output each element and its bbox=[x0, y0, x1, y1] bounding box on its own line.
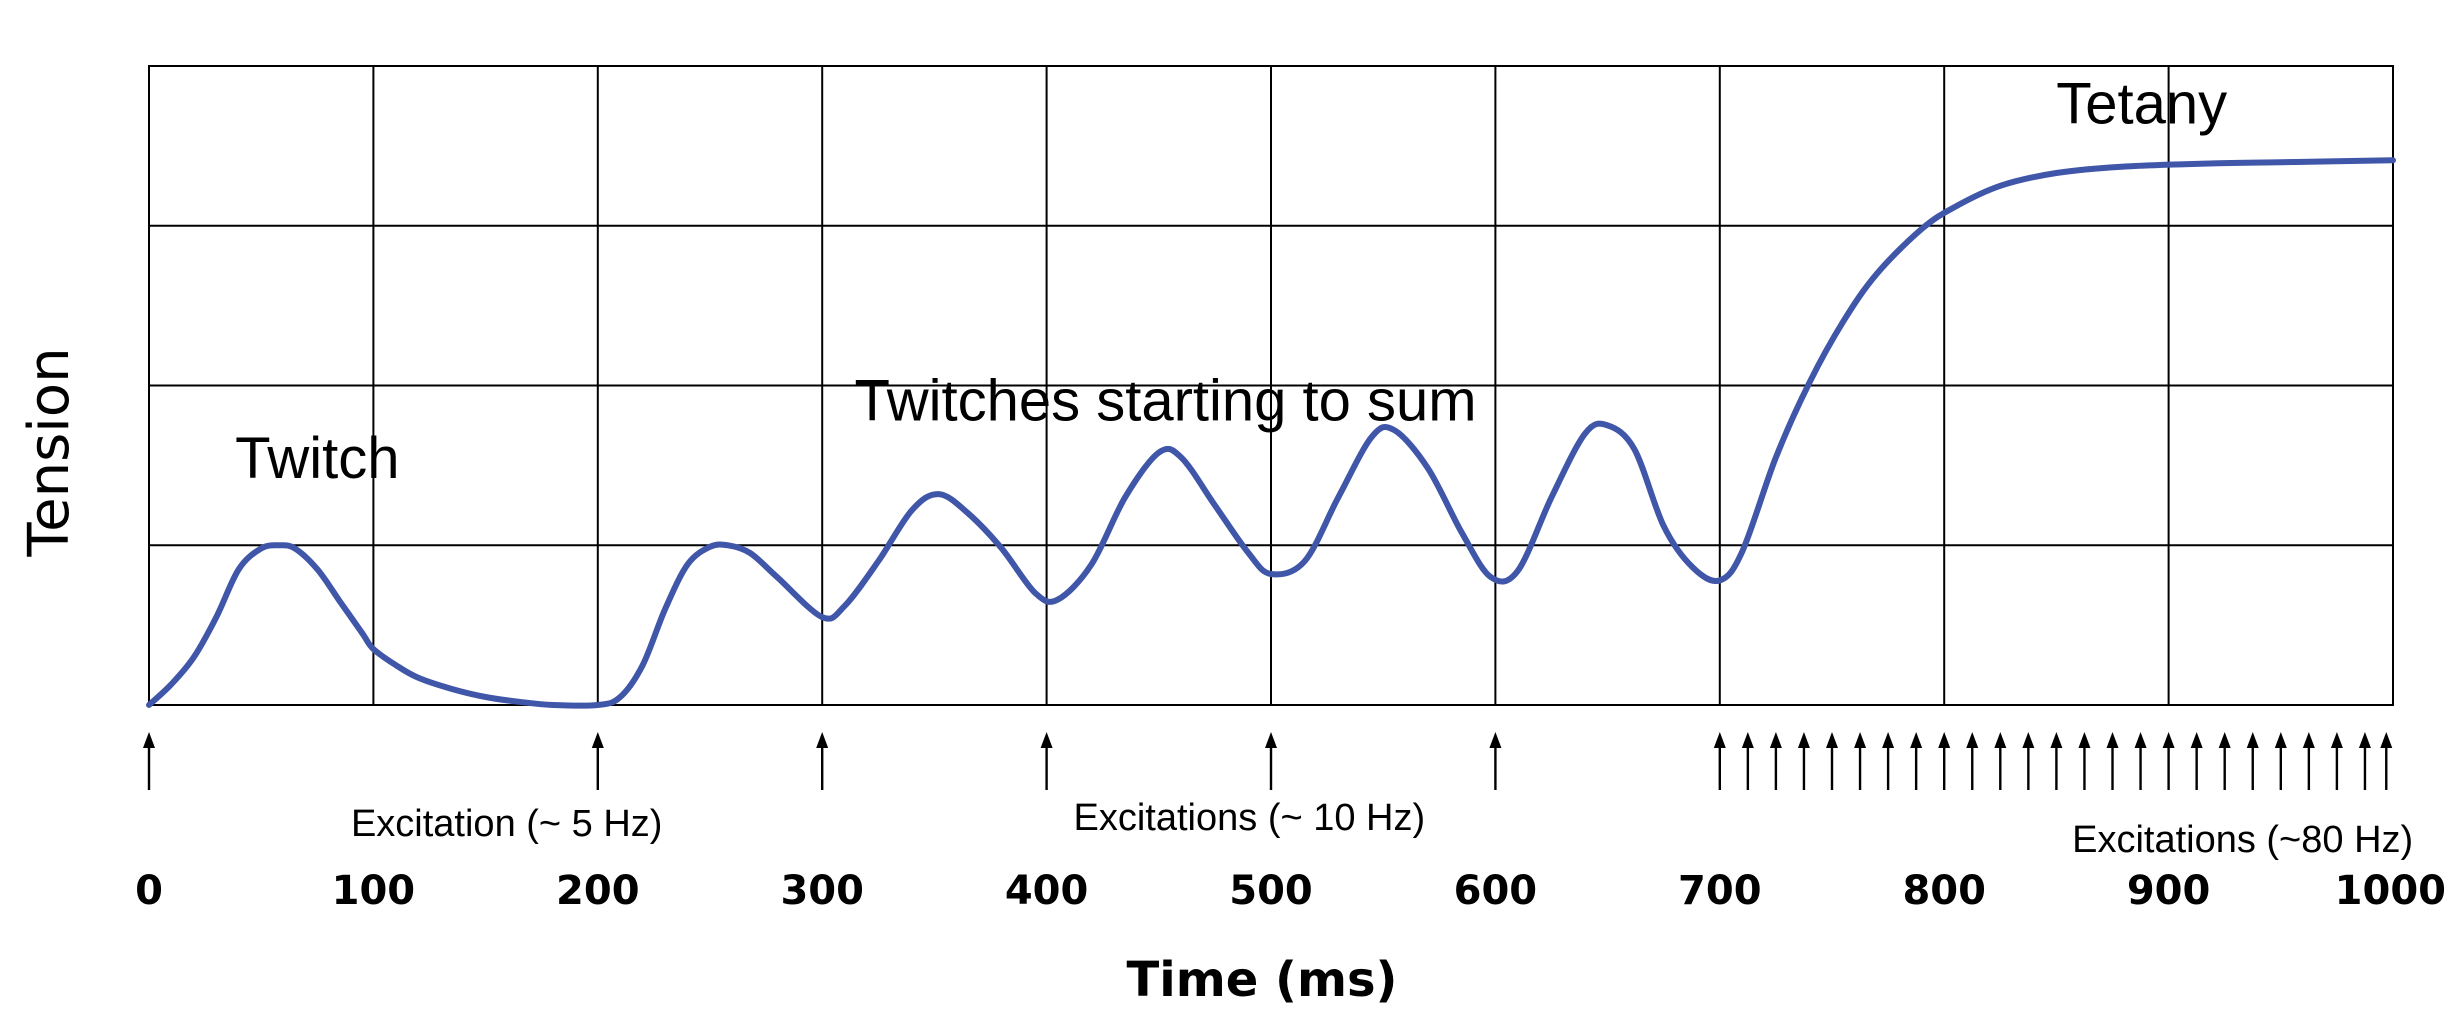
excitation-arrow bbox=[2134, 732, 2147, 790]
excitation-arrow bbox=[1713, 732, 1726, 790]
excitation-arrow bbox=[2106, 732, 2119, 790]
excitation-arrow bbox=[2050, 732, 2063, 790]
excitation-arrow bbox=[2330, 732, 2343, 790]
excitation-arrow bbox=[1966, 732, 1979, 790]
excitation-label: Excitation (~ 5 Hz) bbox=[351, 803, 662, 845]
excitation-arrow bbox=[1910, 732, 1923, 790]
excitation-arrow bbox=[143, 732, 155, 790]
excitation-arrow bbox=[2162, 732, 2175, 790]
tension-series bbox=[146, 157, 2396, 709]
excitation-label: Excitations (~80 Hz) bbox=[2072, 819, 2413, 861]
annotation-label: Twitch bbox=[235, 426, 399, 491]
x-tick-label: 700 bbox=[1678, 868, 1762, 914]
excitation-arrow bbox=[2274, 732, 2287, 790]
x-tick-label: 100 bbox=[332, 868, 416, 914]
x-tick-labels: 0 100 200 300 400 500 600 700 800 900 1000 bbox=[135, 868, 2446, 914]
x-tick-label: 300 bbox=[780, 868, 864, 914]
excitation-arrow bbox=[1040, 732, 1053, 790]
excitation-arrow bbox=[2022, 732, 2035, 790]
x-tick-label: 1000 bbox=[2335, 868, 2446, 914]
annotation-label: Tetany bbox=[2056, 72, 2227, 137]
excitation-arrow bbox=[2380, 732, 2393, 790]
x-tick-label: 900 bbox=[2127, 868, 2211, 914]
x-tick-label: 0 bbox=[135, 868, 163, 914]
x-tick-label: 500 bbox=[1229, 868, 1313, 914]
excitation-arrow bbox=[1938, 732, 1951, 790]
annotation-label: Twitches starting to sum bbox=[854, 369, 1476, 434]
excitation-arrow bbox=[2246, 732, 2259, 790]
excitation-arrow bbox=[1854, 732, 1867, 790]
excitation-arrow bbox=[1882, 732, 1895, 790]
excitation-arrow bbox=[2078, 732, 2091, 790]
excitation-arrow bbox=[1769, 732, 1782, 790]
tension-line bbox=[146, 157, 2396, 709]
x-axis-title: Time (ms) bbox=[1127, 952, 1398, 1008]
x-tick-label: 800 bbox=[1902, 868, 1986, 914]
excitation-arrow bbox=[1826, 732, 1838, 790]
excitation-arrow bbox=[1741, 732, 1754, 790]
excitation-arrow bbox=[816, 732, 829, 790]
x-tick-label: 400 bbox=[1005, 868, 1089, 914]
excitation-labels: Excitation (~ 5 Hz) Excitations (~ 10 Hz)… bbox=[351, 797, 2413, 861]
excitation-arrow bbox=[2190, 732, 2203, 790]
excitation-arrow bbox=[1265, 732, 1277, 790]
y-axis-title: Tension bbox=[17, 347, 82, 557]
excitation-label: Excitations (~ 10 Hz) bbox=[1074, 797, 1426, 839]
excitation-arrows bbox=[143, 732, 2393, 790]
annotations: Twitch Twitches starting to sum Tetany bbox=[235, 72, 2227, 492]
excitation-arrow bbox=[1994, 732, 2007, 790]
excitation-arrow bbox=[2218, 732, 2231, 790]
excitation-arrow bbox=[1797, 732, 1810, 790]
excitation-arrow bbox=[1489, 732, 1502, 790]
x-tick-label: 200 bbox=[556, 868, 640, 914]
excitation-arrow bbox=[591, 732, 604, 790]
x-tick-label: 600 bbox=[1454, 868, 1538, 914]
excitation-arrow bbox=[2358, 732, 2371, 790]
excitation-arrow bbox=[2302, 732, 2315, 790]
